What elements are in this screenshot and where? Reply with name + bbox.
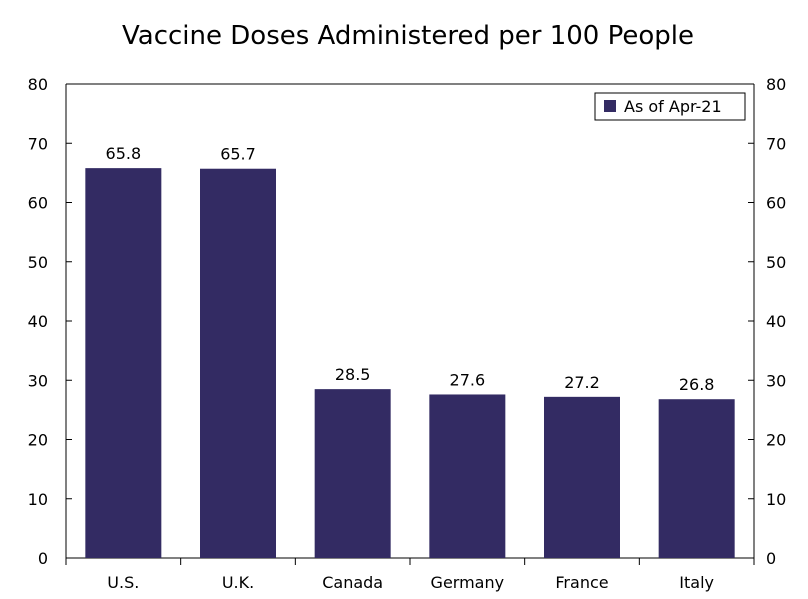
data-label: 65.7 [220, 145, 256, 164]
bar-canada [314, 389, 391, 558]
x-tick-label: Canada [322, 573, 383, 592]
y-tick-label-right: 40 [766, 312, 786, 331]
y-tick-label-left: 60 [28, 194, 48, 213]
y-tick-label-left: 40 [28, 312, 48, 331]
x-tick-label: France [555, 573, 608, 592]
bar-u-s [85, 168, 162, 558]
x-tick-label: U.S. [107, 573, 139, 592]
y-tick-label-right: 50 [766, 253, 786, 272]
data-label: 27.6 [450, 370, 486, 389]
y-tick-label-left: 10 [28, 490, 48, 509]
y-tick-label-left: 20 [28, 431, 48, 450]
legend-swatch [604, 100, 616, 112]
bar-italy [658, 399, 735, 558]
data-label: 26.8 [679, 375, 715, 394]
y-tick-label-right: 0 [766, 549, 776, 568]
y-tick-label-left: 30 [28, 371, 48, 390]
y-tick-label-left: 0 [38, 549, 48, 568]
y-tick-label-right: 20 [766, 431, 786, 450]
y-tick-label-left: 50 [28, 253, 48, 272]
bar-france [544, 396, 620, 558]
y-tick-label-right: 10 [766, 490, 786, 509]
y-tick-label-right: 30 [766, 371, 786, 390]
x-tick-label: Italy [679, 573, 714, 592]
legend-box [594, 92, 746, 121]
y-tick-label-right: 80 [766, 75, 786, 94]
bars: 65.8 65.7 28.5 27.6 27.2 26.8 [85, 144, 735, 559]
data-label: 65.8 [106, 144, 142, 163]
y-tick-label-left: 70 [28, 134, 48, 153]
x-tick-label: Germany [431, 573, 505, 592]
y-tick-label-right: 70 [766, 134, 786, 153]
data-label: 27.2 [564, 373, 600, 392]
data-label: 28.5 [335, 365, 371, 384]
y-tick-label-left: 80 [28, 75, 48, 94]
bar-germany [429, 394, 506, 558]
x-tick-label: U.K. [222, 573, 254, 592]
axes: 0 0 10 10 20 20 30 30 40 40 50 50 60 60 70 70 80 80 U.S. U.… [28, 75, 787, 592]
y-tick-label-right: 60 [766, 194, 786, 213]
bar-u-k [200, 168, 276, 559]
legend-label: As of Apr-21 [624, 97, 722, 116]
chart-title: Vaccine Doses Administered per 100 Peopl… [122, 21, 694, 51]
legend: As of Apr-21 [594, 92, 746, 121]
